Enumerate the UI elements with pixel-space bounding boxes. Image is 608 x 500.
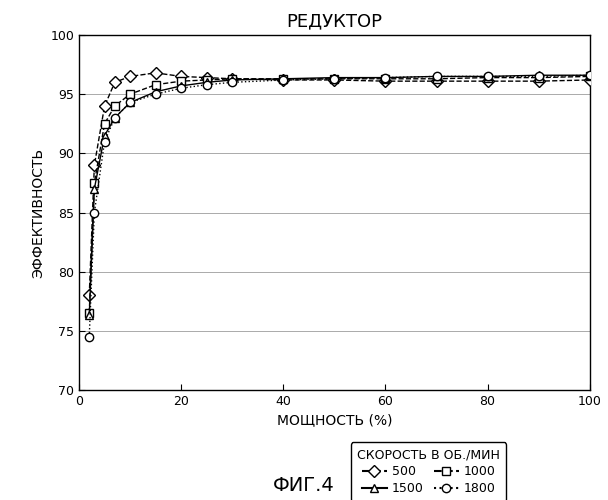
- 1000: [178, 78, 185, 84]
- 500: [111, 80, 119, 86]
- 500: [152, 70, 159, 76]
- 1000: [229, 76, 236, 82]
- 1800: [111, 115, 119, 121]
- Text: ФИГ.4: ФИГ.4: [273, 476, 335, 495]
- 500: [484, 78, 491, 84]
- 1800: [433, 74, 440, 80]
- 1800: [203, 82, 210, 87]
- 1500: [126, 100, 134, 105]
- 1800: [280, 77, 287, 83]
- 1000: [86, 310, 93, 316]
- Line: 1800: 1800: [85, 71, 594, 341]
- 1500: [586, 72, 593, 78]
- 1800: [178, 85, 185, 91]
- 500: [535, 78, 542, 84]
- X-axis label: МОЩНОСТЬ (%): МОЩНОСТЬ (%): [277, 414, 392, 428]
- 1500: [101, 132, 108, 138]
- 1500: [484, 74, 491, 80]
- 1800: [382, 74, 389, 80]
- 1500: [111, 115, 119, 121]
- Y-axis label: ЭФФЕКТИВНОСТЬ: ЭФФЕКТИВНОСТЬ: [31, 148, 45, 278]
- Line: 1000: 1000: [85, 72, 594, 318]
- 1500: [331, 74, 338, 80]
- 1000: [586, 74, 593, 80]
- 500: [126, 74, 134, 80]
- 1000: [382, 76, 389, 82]
- 1500: [382, 74, 389, 80]
- 1500: [280, 76, 287, 82]
- 500: [331, 77, 338, 83]
- 1800: [331, 76, 338, 82]
- 500: [382, 78, 389, 84]
- 500: [280, 77, 287, 83]
- 1800: [86, 334, 93, 340]
- 1500: [433, 74, 440, 80]
- Title: РЕДУКТОР: РЕДУКТОР: [286, 12, 382, 30]
- 1500: [152, 89, 159, 95]
- 1000: [280, 76, 287, 82]
- Line: 500: 500: [85, 68, 594, 300]
- 1000: [111, 103, 119, 109]
- 1800: [484, 74, 491, 80]
- 500: [229, 76, 236, 82]
- 1500: [203, 80, 210, 86]
- 1500: [86, 312, 93, 318]
- 1800: [229, 80, 236, 86]
- 500: [203, 74, 210, 80]
- Legend: 500, 1500, 1000, 1800: 500, 1500, 1000, 1800: [351, 442, 506, 500]
- 1500: [91, 186, 98, 192]
- 1000: [101, 120, 108, 126]
- 1800: [126, 100, 134, 105]
- 1500: [535, 72, 542, 78]
- 1000: [433, 76, 440, 82]
- 500: [178, 74, 185, 80]
- Line: 1500: 1500: [85, 71, 594, 320]
- 1000: [152, 82, 159, 87]
- 1800: [535, 74, 542, 80]
- 1000: [91, 180, 98, 186]
- 1500: [229, 77, 236, 83]
- 500: [586, 77, 593, 83]
- 1000: [331, 76, 338, 82]
- 1800: [152, 91, 159, 97]
- 500: [101, 103, 108, 109]
- 1500: [178, 83, 185, 89]
- 1800: [586, 72, 593, 78]
- 1000: [535, 74, 542, 80]
- 500: [433, 78, 440, 84]
- 500: [86, 292, 93, 298]
- 1800: [91, 210, 98, 216]
- 1800: [101, 138, 108, 144]
- 1000: [484, 74, 491, 80]
- 500: [91, 162, 98, 168]
- 1000: [203, 77, 210, 83]
- 1000: [126, 91, 134, 97]
